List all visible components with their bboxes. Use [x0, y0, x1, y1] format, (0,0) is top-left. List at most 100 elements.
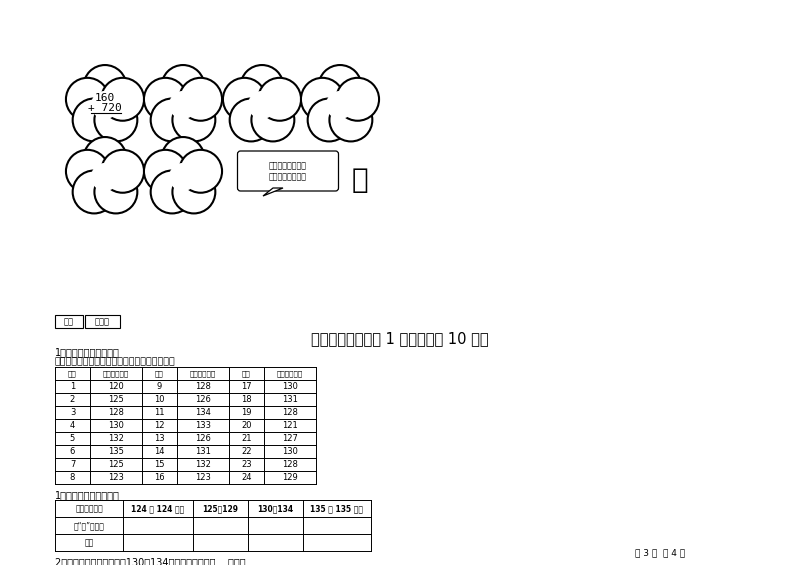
Text: 130～134: 130～134	[258, 504, 294, 513]
Circle shape	[173, 171, 215, 214]
Text: 5: 5	[70, 434, 75, 443]
Text: + 720: + 720	[88, 103, 122, 113]
Circle shape	[83, 65, 126, 108]
Text: 135: 135	[108, 447, 124, 456]
Text: 18: 18	[241, 395, 252, 404]
Text: 134: 134	[195, 408, 211, 417]
Text: 身高（厘米）: 身高（厘米）	[277, 370, 303, 377]
Circle shape	[144, 150, 187, 193]
Text: 2、二年级一班女生身高在130～134厘米范围内的有（    ）人。: 2、二年级一班女生身高在130～134厘米范围内的有（ ）人。	[55, 557, 246, 565]
Text: 123: 123	[108, 473, 124, 482]
Circle shape	[91, 91, 119, 119]
Text: 14: 14	[154, 447, 165, 456]
Circle shape	[336, 78, 379, 121]
Text: 22: 22	[242, 447, 252, 456]
Circle shape	[150, 98, 194, 141]
Text: 1、完成下面的统计表。: 1、完成下面的统计表。	[55, 490, 120, 500]
Circle shape	[301, 78, 344, 121]
Circle shape	[251, 98, 294, 141]
Circle shape	[101, 150, 144, 193]
Text: 7: 7	[70, 460, 75, 469]
Circle shape	[73, 98, 115, 141]
Text: 128: 128	[282, 408, 298, 417]
Text: 3: 3	[70, 408, 75, 417]
Circle shape	[144, 78, 187, 121]
Text: 11: 11	[154, 408, 165, 417]
Circle shape	[94, 98, 138, 141]
Circle shape	[169, 91, 197, 119]
Circle shape	[150, 171, 194, 214]
Circle shape	[248, 91, 276, 119]
Text: 16: 16	[154, 473, 165, 482]
Text: 10: 10	[154, 395, 165, 404]
Text: 12: 12	[154, 421, 165, 430]
Circle shape	[66, 78, 109, 121]
Text: 19: 19	[242, 408, 252, 417]
Text: 13: 13	[154, 434, 165, 443]
Circle shape	[173, 98, 215, 141]
Circle shape	[223, 78, 266, 121]
Circle shape	[169, 163, 197, 191]
Text: 120: 120	[108, 382, 124, 391]
Circle shape	[326, 91, 354, 119]
Circle shape	[258, 78, 301, 121]
Text: 要想都写齐，可要: 要想都写齐，可要	[269, 162, 307, 171]
Circle shape	[162, 137, 205, 180]
Circle shape	[330, 98, 372, 141]
Text: 得分: 得分	[64, 317, 74, 326]
Text: 124 及 124 以下: 124 及 124 以下	[131, 504, 185, 513]
Text: 123: 123	[195, 473, 211, 482]
Circle shape	[91, 163, 119, 191]
Text: 128: 128	[108, 408, 124, 417]
Circle shape	[230, 98, 273, 141]
Text: 126: 126	[195, 395, 211, 404]
Circle shape	[162, 65, 205, 108]
Text: 132: 132	[195, 460, 211, 469]
Text: 132: 132	[108, 434, 124, 443]
Text: 131: 131	[282, 395, 298, 404]
FancyBboxPatch shape	[55, 315, 83, 328]
Text: 135 及 135 以上: 135 及 135 以上	[310, 504, 363, 513]
FancyBboxPatch shape	[85, 315, 120, 328]
Text: 129: 129	[282, 473, 298, 482]
Circle shape	[83, 137, 126, 180]
Text: 23: 23	[241, 460, 252, 469]
Text: 下面是希望小学二年级一班女生身高统计情况。: 下面是希望小学二年级一班女生身高统计情况。	[55, 358, 176, 367]
Text: 20: 20	[242, 421, 252, 430]
Text: 画“正”字统计: 画“正”字统计	[74, 521, 105, 530]
Text: 1: 1	[70, 382, 75, 391]
Polygon shape	[263, 188, 283, 196]
Circle shape	[94, 171, 138, 214]
Text: 24: 24	[242, 473, 252, 482]
Text: 身高（厘米）: 身高（厘米）	[190, 370, 216, 377]
Text: 125: 125	[108, 395, 124, 404]
Text: 21: 21	[242, 434, 252, 443]
Circle shape	[241, 65, 283, 108]
Text: 128: 128	[195, 382, 211, 391]
Circle shape	[66, 150, 109, 193]
Circle shape	[179, 150, 222, 193]
Text: 125: 125	[108, 460, 124, 469]
Text: 🧒: 🧒	[352, 166, 368, 194]
Text: 人数: 人数	[84, 538, 94, 547]
Text: 130: 130	[282, 382, 298, 391]
Text: 6: 6	[70, 447, 75, 456]
Text: 160: 160	[95, 93, 115, 103]
Text: 131: 131	[195, 447, 211, 456]
Text: 4: 4	[70, 421, 75, 430]
Text: 125～129: 125～129	[202, 504, 238, 513]
Text: 130: 130	[108, 421, 124, 430]
Text: 身高（厘米）: 身高（厘米）	[103, 370, 129, 377]
Text: 127: 127	[282, 434, 298, 443]
Text: 133: 133	[195, 421, 211, 430]
Circle shape	[179, 78, 222, 121]
Text: 17: 17	[241, 382, 252, 391]
Text: 学号: 学号	[155, 370, 164, 377]
Text: 2: 2	[70, 395, 75, 404]
Text: 15: 15	[154, 460, 165, 469]
Text: 121: 121	[282, 421, 298, 430]
Text: 128: 128	[282, 460, 298, 469]
Circle shape	[318, 65, 362, 108]
Text: 8: 8	[70, 473, 75, 482]
Circle shape	[101, 78, 144, 121]
